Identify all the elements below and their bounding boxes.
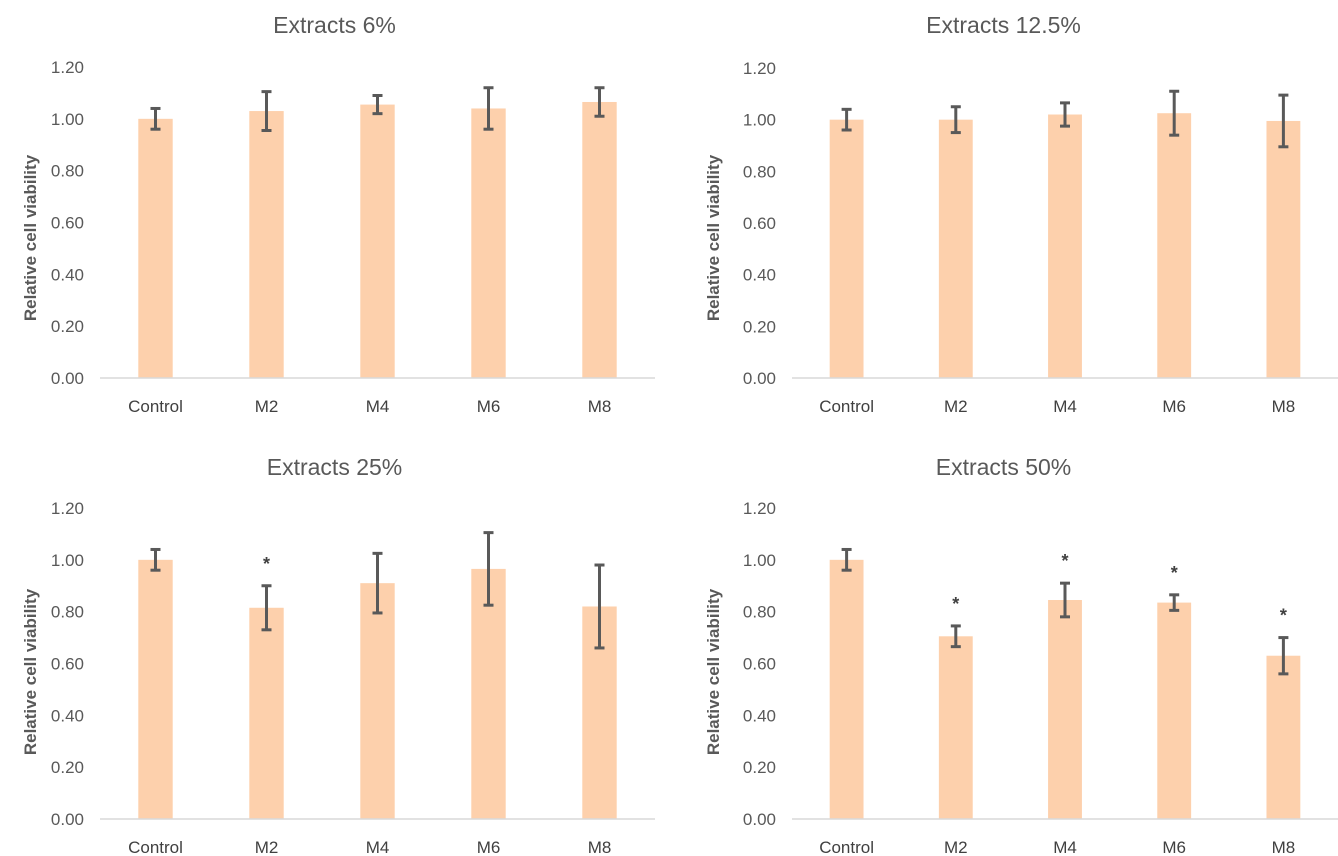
y-tick-label: 0.40 bbox=[51, 706, 84, 725]
y-tick-label: 0.60 bbox=[51, 214, 84, 233]
bar-m2 bbox=[938, 119, 973, 379]
chart-title: Extracts 6% bbox=[273, 12, 396, 38]
x-tick-label: Control bbox=[128, 397, 183, 416]
significance-marker: * bbox=[952, 594, 959, 614]
bar-m6 bbox=[471, 108, 506, 378]
chart-panel-extracts-6: Extracts 6% Relative cell viability 0.00… bbox=[0, 0, 669, 428]
y-tick-label: 1.20 bbox=[51, 58, 84, 77]
y-tick-label: 1.00 bbox=[51, 551, 84, 570]
x-tick-label: Control bbox=[819, 838, 874, 856]
x-tick-label: M6 bbox=[1162, 397, 1186, 416]
x-tick-label: M2 bbox=[255, 838, 279, 856]
y-tick-label: 1.00 bbox=[51, 110, 84, 129]
y-tick-label: 0.20 bbox=[51, 317, 84, 336]
bar-m4 bbox=[360, 583, 395, 819]
bar-control bbox=[829, 559, 864, 819]
y-tick-label: 0.60 bbox=[743, 214, 776, 233]
bar-control bbox=[829, 119, 864, 379]
y-tick-label: 0.00 bbox=[51, 369, 84, 388]
x-tick-label: M2 bbox=[255, 397, 279, 416]
y-tick-label: 0.20 bbox=[51, 758, 84, 777]
chart-panel-extracts-12-5: Extracts 12.5% Relative cell viability 0… bbox=[669, 0, 1338, 428]
x-tick-label: M8 bbox=[1272, 397, 1296, 416]
x-tick-label: Control bbox=[819, 397, 874, 416]
bar-chart: 0.00 0.20 0.40 0.60 0.80 1.00 1.20 Control * M2 M4… bbox=[51, 499, 655, 856]
x-tick-label: M6 bbox=[1162, 838, 1186, 856]
bar-m2 bbox=[249, 607, 284, 819]
x-tick-label: M6 bbox=[477, 838, 501, 856]
y-tick-label: 0.40 bbox=[743, 706, 776, 725]
y-tick-label: 1.00 bbox=[743, 551, 776, 570]
bar-m8 bbox=[582, 101, 617, 379]
bar-m2 bbox=[249, 111, 284, 378]
bar-m4 bbox=[1048, 600, 1082, 819]
bar-m2 bbox=[938, 636, 973, 819]
x-tick-label: M2 bbox=[944, 397, 968, 416]
x-tick-label: M4 bbox=[1053, 838, 1077, 856]
bar-m6 bbox=[1157, 602, 1192, 819]
x-tick-label: M8 bbox=[588, 397, 612, 416]
significance-marker: * bbox=[1280, 606, 1287, 626]
bar-m4 bbox=[360, 104, 395, 379]
y-tick-label: 0.80 bbox=[743, 603, 776, 622]
y-tick-label: 0.00 bbox=[743, 810, 776, 829]
significance-marker: * bbox=[263, 554, 270, 574]
bar-chart: 0.00 0.20 0.40 0.60 0.80 1.00 1.20 Control M2 M4 M… bbox=[743, 59, 1338, 416]
bar-m6 bbox=[1157, 113, 1192, 378]
x-tick-label: M2 bbox=[944, 838, 968, 856]
y-tick-label: 0.80 bbox=[743, 162, 776, 181]
bar-m6 bbox=[471, 568, 506, 819]
chart-panel-extracts-50: Extracts 50% Relative cell viability 0.0… bbox=[669, 428, 1338, 856]
y-tick-label: 0.20 bbox=[743, 758, 776, 777]
bar-chart: 0.00 0.20 0.40 0.60 0.80 1.00 1.20 Control * M2 * M… bbox=[743, 499, 1338, 856]
y-tick-label: 0.20 bbox=[743, 317, 776, 336]
y-tick-label: 1.00 bbox=[743, 111, 776, 130]
x-tick-label: M8 bbox=[1272, 838, 1296, 856]
bar-m4 bbox=[1048, 114, 1082, 378]
y-tick-label: 1.20 bbox=[743, 499, 776, 518]
chart-title: Extracts 12.5% bbox=[926, 12, 1081, 38]
y-tick-label: 0.80 bbox=[51, 603, 84, 622]
x-tick-label: M4 bbox=[366, 838, 390, 856]
y-tick-label: 0.60 bbox=[51, 655, 84, 674]
x-tick-label: M4 bbox=[366, 397, 390, 416]
x-tick-label: Control bbox=[128, 838, 183, 856]
bar-control bbox=[138, 118, 173, 378]
y-tick-label: 0.60 bbox=[743, 655, 776, 674]
bar-m8 bbox=[1266, 120, 1301, 378]
x-tick-label: M8 bbox=[588, 838, 612, 856]
y-tick-label: 0.00 bbox=[743, 369, 776, 388]
y-tick-label: 1.20 bbox=[743, 59, 776, 78]
significance-marker: * bbox=[1061, 551, 1068, 571]
x-tick-label: M6 bbox=[477, 397, 501, 416]
x-tick-label: M4 bbox=[1053, 397, 1077, 416]
bar-control bbox=[138, 559, 173, 819]
significance-marker: * bbox=[1171, 563, 1178, 583]
chart-title: Extracts 50% bbox=[935, 454, 1072, 480]
y-tick-label: 1.20 bbox=[51, 499, 84, 518]
y-tick-label: 0.40 bbox=[743, 266, 776, 285]
bar-m8 bbox=[1266, 655, 1301, 819]
chart-panel-extracts-25: Extracts 25% Relative cell viability 0.0… bbox=[0, 428, 669, 856]
chart-title: Extracts 25% bbox=[266, 454, 403, 480]
y-tick-label: 0.80 bbox=[51, 162, 84, 181]
y-tick-label: 0.00 bbox=[51, 810, 84, 829]
y-tick-label: 0.40 bbox=[51, 265, 84, 284]
bar-chart: 0.00 0.20 0.40 0.60 0.80 1.00 1.20 Control M2 M4 M… bbox=[51, 58, 655, 416]
